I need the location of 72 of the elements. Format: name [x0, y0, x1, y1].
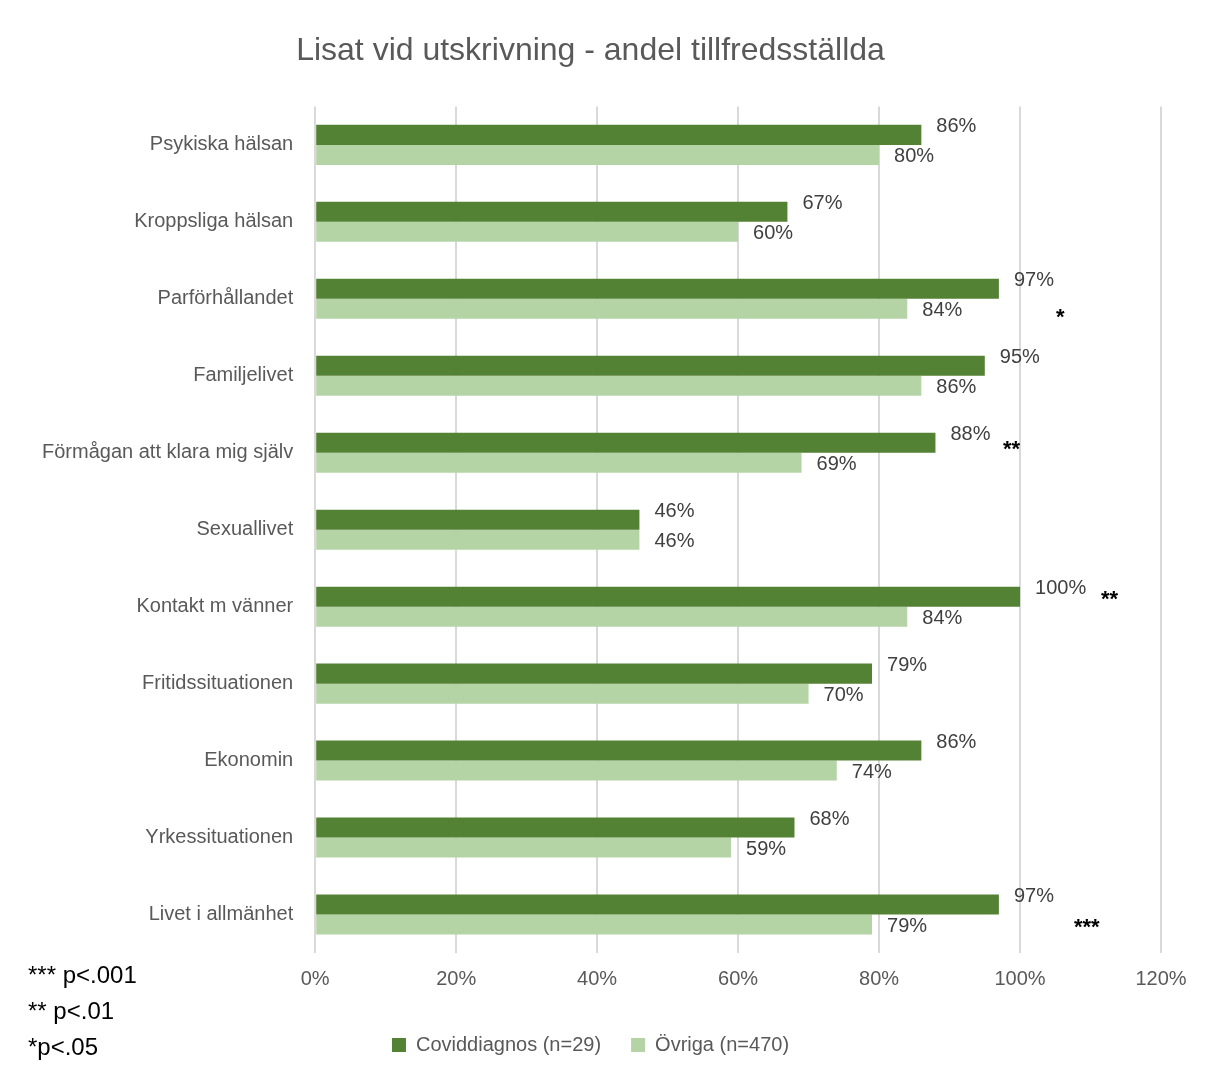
- annotation: **: [1101, 586, 1119, 612]
- data-label: 84%: [922, 298, 963, 321]
- data-label: 70%: [823, 683, 864, 706]
- y-tick-label: Förmågan att klara mig själv: [42, 440, 294, 463]
- data-label: 46%: [654, 499, 695, 522]
- legend-label: Coviddiagnos (n=29): [415, 1032, 602, 1055]
- chart-title: Lisat vid utskrivning - andel tillfredsställda: [296, 31, 886, 68]
- y-tick-label: Parförhållandet: [157, 286, 294, 309]
- y-tick-label: Yrkessituationen: [145, 825, 294, 848]
- data-label: 95%: [999, 345, 1041, 368]
- data-label: 79%: [887, 653, 928, 676]
- data-label: 86%: [936, 730, 977, 753]
- bar: [316, 837, 732, 858]
- annotation: ***: [1074, 914, 1101, 940]
- x-tick-label: 20%: [436, 966, 477, 989]
- data-label: 88%: [950, 422, 991, 445]
- y-tick-label: Fritidssituationen: [142, 671, 294, 694]
- bar: [316, 817, 795, 838]
- y-tick-label: Kroppsliga hälsan: [134, 209, 294, 232]
- data-label: 69%: [816, 452, 857, 475]
- data-label: 86%: [936, 375, 977, 398]
- data-label: 97%: [1013, 268, 1055, 291]
- bar: [316, 201, 788, 222]
- bar: [316, 221, 739, 242]
- data-label: 79%: [887, 914, 928, 937]
- x-tick-label: 40%: [577, 966, 618, 989]
- data-label: 100%: [1035, 576, 1087, 599]
- bar: [316, 586, 1021, 607]
- bar: [316, 760, 837, 781]
- bar: [316, 278, 999, 299]
- annotation: **: [1003, 436, 1021, 462]
- data-label: 67%: [802, 191, 843, 214]
- y-tick-label: Kontakt m vänner: [136, 594, 294, 617]
- bar: [316, 375, 922, 396]
- bar: [316, 509, 640, 530]
- y-tick-label: Psykiska hälsan: [149, 132, 294, 155]
- bar: [316, 529, 640, 550]
- x-tick-label: 60%: [718, 966, 759, 989]
- data-label: 80%: [894, 144, 935, 167]
- data-label: 59%: [746, 837, 787, 860]
- y-tick-label: Familjelivet: [193, 363, 294, 386]
- text: *p<.05: [28, 1032, 99, 1060]
- data-label: 46%: [654, 529, 695, 552]
- data-label: 60%: [753, 221, 794, 244]
- bar: [316, 683, 809, 704]
- bar: [316, 663, 873, 684]
- data-label: 68%: [809, 807, 850, 830]
- bar: [316, 894, 999, 915]
- data-label: 86%: [936, 114, 977, 137]
- data-label: 97%: [1013, 884, 1055, 907]
- bar: [316, 606, 908, 627]
- y-tick-label: Ekonomin: [204, 748, 294, 771]
- text: ** p<.01: [28, 996, 115, 1024]
- annotation: *: [1056, 304, 1065, 330]
- y-tick-label: Livet i allmänhet: [148, 902, 294, 925]
- bar: [316, 355, 985, 376]
- bar: [316, 124, 922, 145]
- bar: [316, 740, 922, 761]
- bar: [316, 452, 802, 473]
- x-tick-label: 120%: [1135, 966, 1187, 989]
- x-tick-label: 0%: [300, 966, 330, 989]
- text: *** p<.001: [28, 960, 137, 988]
- bar: [316, 432, 936, 453]
- bar: [316, 144, 880, 165]
- x-tick-label: 100%: [994, 966, 1046, 989]
- bar: [316, 298, 908, 319]
- y-tick-label: Sexuallivet: [196, 517, 294, 540]
- bar: [316, 914, 873, 935]
- x-tick-label: 80%: [859, 966, 900, 989]
- data-label: 74%: [851, 760, 893, 783]
- legend-label: Övriga (n=470): [655, 1032, 790, 1055]
- data-label: 84%: [922, 606, 963, 629]
